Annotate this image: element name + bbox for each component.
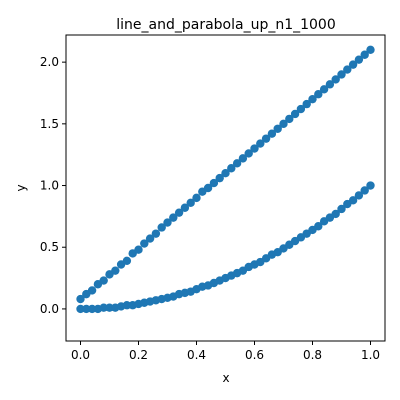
data-point-s1-50 <box>366 181 375 190</box>
data-point-s0-39 <box>302 99 311 109</box>
data-point-s0-47 <box>348 60 358 69</box>
data-point-s1-48 <box>354 191 364 200</box>
x-tick-label: 0.0 <box>71 348 90 362</box>
data-point-s0-11 <box>140 239 149 248</box>
data-point-s0-24 <box>215 173 224 183</box>
data-point-s0-42 <box>319 85 329 94</box>
data-point-s0-35 <box>279 119 288 129</box>
data-point-s0-49 <box>360 50 369 59</box>
data-point-s0-29 <box>244 149 253 158</box>
data-point-s0-10 <box>134 245 143 254</box>
y-tick-label: 0.0 <box>40 302 59 316</box>
data-point-s0-16 <box>169 213 178 222</box>
data-point-s0-6 <box>111 266 120 275</box>
data-point-s0-17 <box>174 208 184 217</box>
data-point-s1-0 <box>76 304 85 314</box>
data-point-s0-50 <box>366 45 375 55</box>
data-point-s0-34 <box>273 124 282 133</box>
data-point-s0-48 <box>354 55 364 64</box>
x-tick-label: 1.0 <box>361 348 380 362</box>
data-point-s0-4 <box>99 276 108 285</box>
data-point-s0-41 <box>314 90 323 99</box>
data-point-s0-33 <box>267 129 277 138</box>
y-tick-label: 1.0 <box>40 179 59 193</box>
data-point-s1-2 <box>87 304 97 314</box>
data-point-s0-44 <box>331 75 340 84</box>
data-point-s0-14 <box>157 223 166 232</box>
data-point-s1-47 <box>348 196 358 205</box>
y-axis-label: y <box>14 184 28 191</box>
y-tick-label: 0.5 <box>40 240 59 254</box>
data-point-s0-25 <box>221 168 230 178</box>
points-layer <box>76 45 375 314</box>
y-axis-ticks: 0.0 0.5 1.0 1.5 2.0 <box>40 55 66 316</box>
data-point-s1-44 <box>331 209 340 219</box>
data-point-s0-22 <box>203 183 213 193</box>
chart-title: line_and_parabola_up_n1_1000 <box>116 17 336 33</box>
y-tick-label: 1.5 <box>40 117 59 131</box>
x-tick-label: 0.8 <box>303 348 322 362</box>
data-point-s0-8 <box>122 256 132 265</box>
data-point-s0-31 <box>256 139 265 148</box>
data-point-s0-19 <box>186 198 195 208</box>
data-point-s0-0 <box>76 294 85 304</box>
data-point-s1-49 <box>360 186 369 195</box>
data-point-s0-32 <box>261 134 271 143</box>
x-tick-label: 0.4 <box>187 348 206 362</box>
y-tick-label: 2.0 <box>40 55 59 69</box>
x-axis-ticks: 0.0 0.2 0.4 0.6 0.8 1.0 <box>71 341 380 362</box>
plot-frame <box>65 34 386 342</box>
data-point-s1-41 <box>314 222 323 231</box>
data-point-s0-30 <box>250 144 259 153</box>
data-point-s1-45 <box>337 204 346 214</box>
data-point-s1-8 <box>122 301 132 310</box>
data-point-s1-4 <box>99 303 108 312</box>
x-tick-label: 0.2 <box>129 348 148 362</box>
data-point-s0-23 <box>209 178 219 188</box>
data-point-s0-40 <box>308 94 317 104</box>
data-point-s0-27 <box>232 159 242 168</box>
data-point-s0-2 <box>87 286 97 295</box>
x-tick-label: 0.6 <box>245 348 264 362</box>
data-point-s1-5 <box>105 303 114 312</box>
data-point-s0-38 <box>296 104 306 114</box>
data-point-s0-37 <box>290 109 300 119</box>
data-point-s1-1 <box>82 304 91 314</box>
data-point-s0-20 <box>192 193 201 203</box>
data-point-s0-28 <box>238 154 248 163</box>
data-point-s0-13 <box>151 229 161 238</box>
data-point-s0-36 <box>285 114 294 124</box>
x-axis-label: x <box>222 371 229 385</box>
data-point-s0-43 <box>325 80 335 89</box>
data-point-s0-26 <box>227 164 236 173</box>
data-point-s0-15 <box>163 218 172 227</box>
data-point-s0-18 <box>180 203 190 212</box>
data-point-s0-45 <box>337 70 346 79</box>
data-point-s0-46 <box>343 65 352 74</box>
data-point-s0-12 <box>145 234 155 243</box>
